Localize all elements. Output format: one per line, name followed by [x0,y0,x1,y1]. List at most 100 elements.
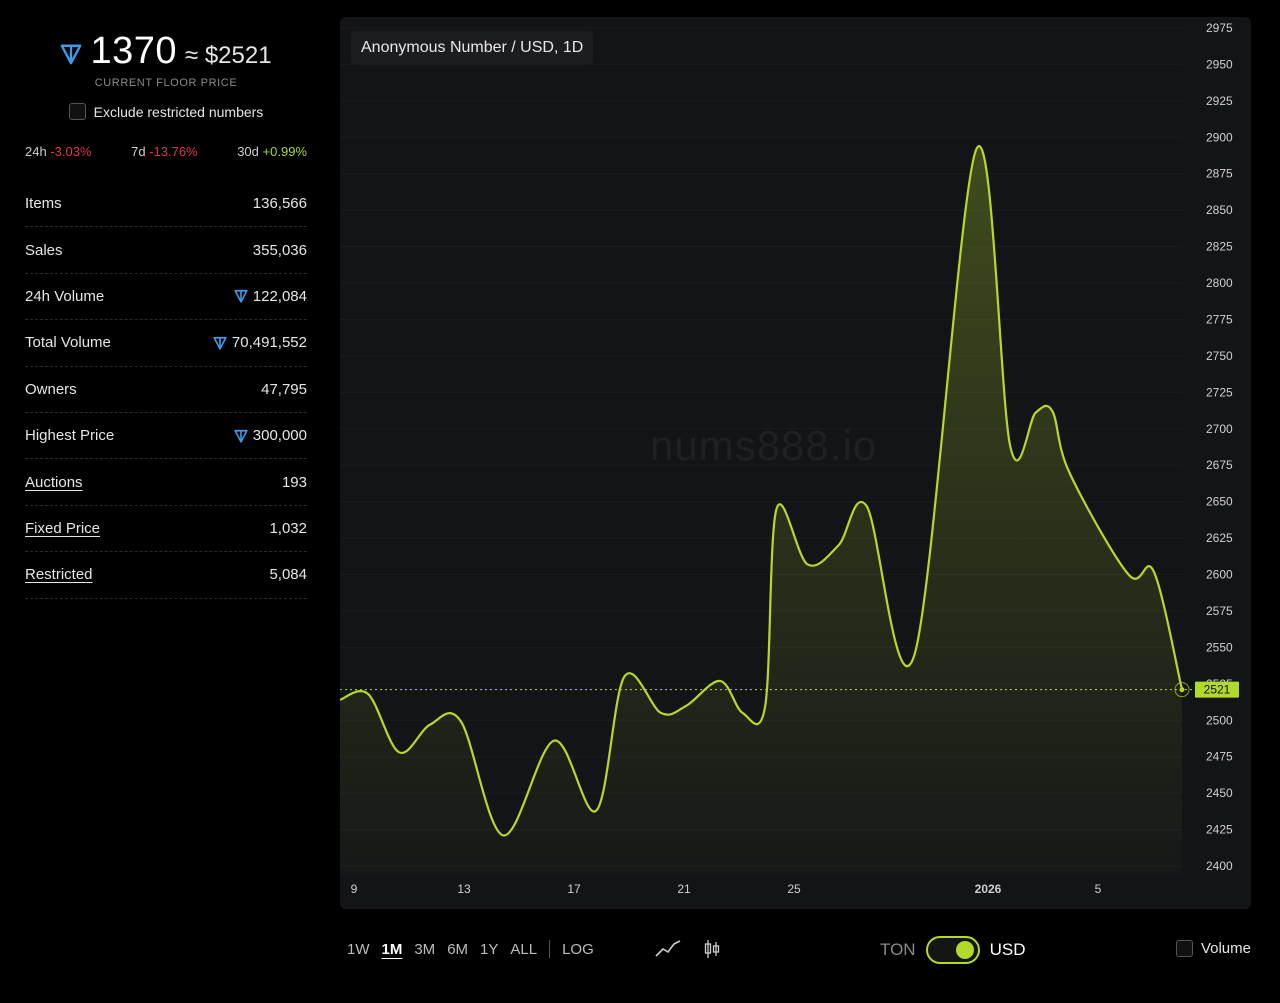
change-value: +0.99% [262,144,307,159]
stat-label[interactable]: Restricted [25,566,93,584]
floor-panel: 1370 ≈ $2521 CURRENT FLOOR PRICE Exclude… [25,30,307,599]
volume-toggle[interactable]: Volume [1175,940,1251,957]
last-price-label: 2521 [1204,683,1231,697]
range-button-1w[interactable]: 1W [347,940,370,958]
currency-toggle-group: TON USD [880,936,1025,964]
range-button-1y[interactable]: 1Y [480,940,499,958]
change-period: 30d [237,144,259,159]
ton-icon [234,429,248,443]
chart-type-selector [655,938,721,960]
range-button-3m[interactable]: 3M [414,940,436,958]
stat-row-auctions[interactable]: Auctions 193 [25,459,307,506]
y-tick-label: 2500 [1206,713,1233,727]
stat-label[interactable]: Fixed Price [25,519,101,537]
stat-label: Total Volume [25,334,111,352]
stat-row-owners: Owners 47,795 [25,367,307,413]
change-30d: 30d +0.99% [237,144,307,159]
toggle-knob [955,941,974,959]
stat-value: 5,084 [269,566,307,584]
y-tick-label: 2775 [1206,312,1233,326]
stat-label: Sales [25,241,63,259]
exclude-restricted-toggle[interactable]: Exclude restricted numbers [25,103,307,120]
y-tick-label: 2475 [1206,750,1233,764]
range-button-6m[interactable]: 6M [447,940,469,958]
y-tick-label: 2900 [1206,130,1233,144]
change-period: 24h [25,144,47,159]
y-tick-label: 2875 [1206,167,1233,181]
y-tick-label: 2800 [1206,276,1233,290]
y-tick-label: 2750 [1206,349,1233,363]
exclude-restricted-checkbox[interactable] [68,103,86,120]
stat-value: 193 [281,473,307,491]
stat-value: 300,000 [252,427,307,445]
range-divider [549,940,551,958]
y-tick-label: 2700 [1206,422,1233,436]
candlestick-icon[interactable] [703,938,721,960]
line-chart-icon[interactable] [655,938,681,960]
range-button-1m[interactable]: 1M [381,940,403,958]
last-point-ring [1174,682,1190,698]
y-tick-label: 2600 [1206,568,1233,582]
stat-row-sales: Sales 355,036 [25,227,307,274]
last-point-dot [1179,687,1185,693]
stat-label[interactable]: Auctions [25,473,83,491]
price-chart[interactable]: nums888.io 24002425245024752500252525502… [340,17,1251,909]
range-selector: 1W 1M 3M 6M 1Y ALL LOG [347,940,594,958]
stat-value-wrap: 355,036 [253,242,307,259]
stat-value: 136,566 [252,195,307,213]
x-tick-label: 9 [351,882,358,896]
log-scale-button[interactable]: LOG [562,940,594,958]
exclude-restricted-label: Exclude restricted numbers [93,103,264,120]
ton-icon [213,336,227,350]
stat-value-wrap: 136,566 [253,195,307,212]
stats-list: Items 136,566 Sales 355,036 24h Volume 122,08… [25,181,307,599]
stat-value: 70,491,552 [231,334,307,352]
volume-checkbox[interactable] [1175,940,1193,957]
x-tick-label: 2026 [975,882,1002,896]
x-tick-label: 5 [1095,882,1102,896]
y-tick-label: 2950 [1206,57,1233,71]
stat-label: Items [25,195,62,213]
y-tick-label: 2425 [1206,823,1233,837]
currency-usd-label[interactable]: USD [989,940,1026,959]
change-value: -13.76% [149,144,198,159]
y-tick-label: 2725 [1206,385,1233,399]
floor-price-usd: ≈ $2521 [184,42,272,69]
stat-value-wrap: 193 [282,474,307,491]
y-tick-label: 2825 [1206,240,1233,254]
stat-value: 47,795 [261,380,307,398]
stat-row-restricted[interactable]: Restricted 5,084 [25,552,307,599]
stat-value-wrap: 70,491,552 [213,334,307,351]
stat-label: Highest Price [25,427,115,445]
range-button-all[interactable]: ALL [510,940,538,958]
stat-row-items: Items 136,566 [25,181,307,228]
floor-price-caption: CURRENT FLOOR PRICE [94,77,238,89]
volume-label: Volume [1200,940,1251,957]
y-tick-label: 2550 [1206,640,1233,654]
currency-toggle[interactable] [925,936,980,964]
stat-row-fixed-price[interactable]: Fixed Price 1,032 [25,506,307,553]
y-tick-label: 2975 [1206,21,1233,35]
stat-value-wrap: 1,032 [269,520,307,537]
stat-row-total-volume: Total Volume 70,491,552 [25,320,307,367]
y-tick-label: 2450 [1206,786,1233,800]
change-value: -3.03% [50,144,92,159]
stat-row-24h-volume: 24h Volume 122,084 [25,274,307,321]
chart-canvas[interactable]: 2400242524502475250025252550257526002625… [340,17,1251,909]
y-tick-label: 2675 [1206,458,1233,472]
price-area [340,146,1182,876]
stat-row-highest-price: Highest Price 300,000 [25,413,307,460]
stat-value-wrap: 122,084 [234,288,307,305]
stat-value-wrap: 300,000 [234,427,307,444]
price-changes: 24h -3.03% 7d -13.76% 30d +0.99% [25,144,307,159]
stat-value: 1,032 [269,519,307,537]
stat-value-wrap: 47,795 [261,381,307,398]
x-tick-label: 17 [567,882,581,896]
stat-value-wrap: 5,084 [269,566,307,583]
y-tick-label: 2575 [1206,604,1233,618]
currency-ton-label[interactable]: TON [880,940,916,959]
change-7d: 7d -13.76% [131,144,198,159]
y-tick-label: 2400 [1206,859,1233,873]
ton-icon [61,44,82,65]
y-tick-label: 2925 [1206,94,1233,108]
